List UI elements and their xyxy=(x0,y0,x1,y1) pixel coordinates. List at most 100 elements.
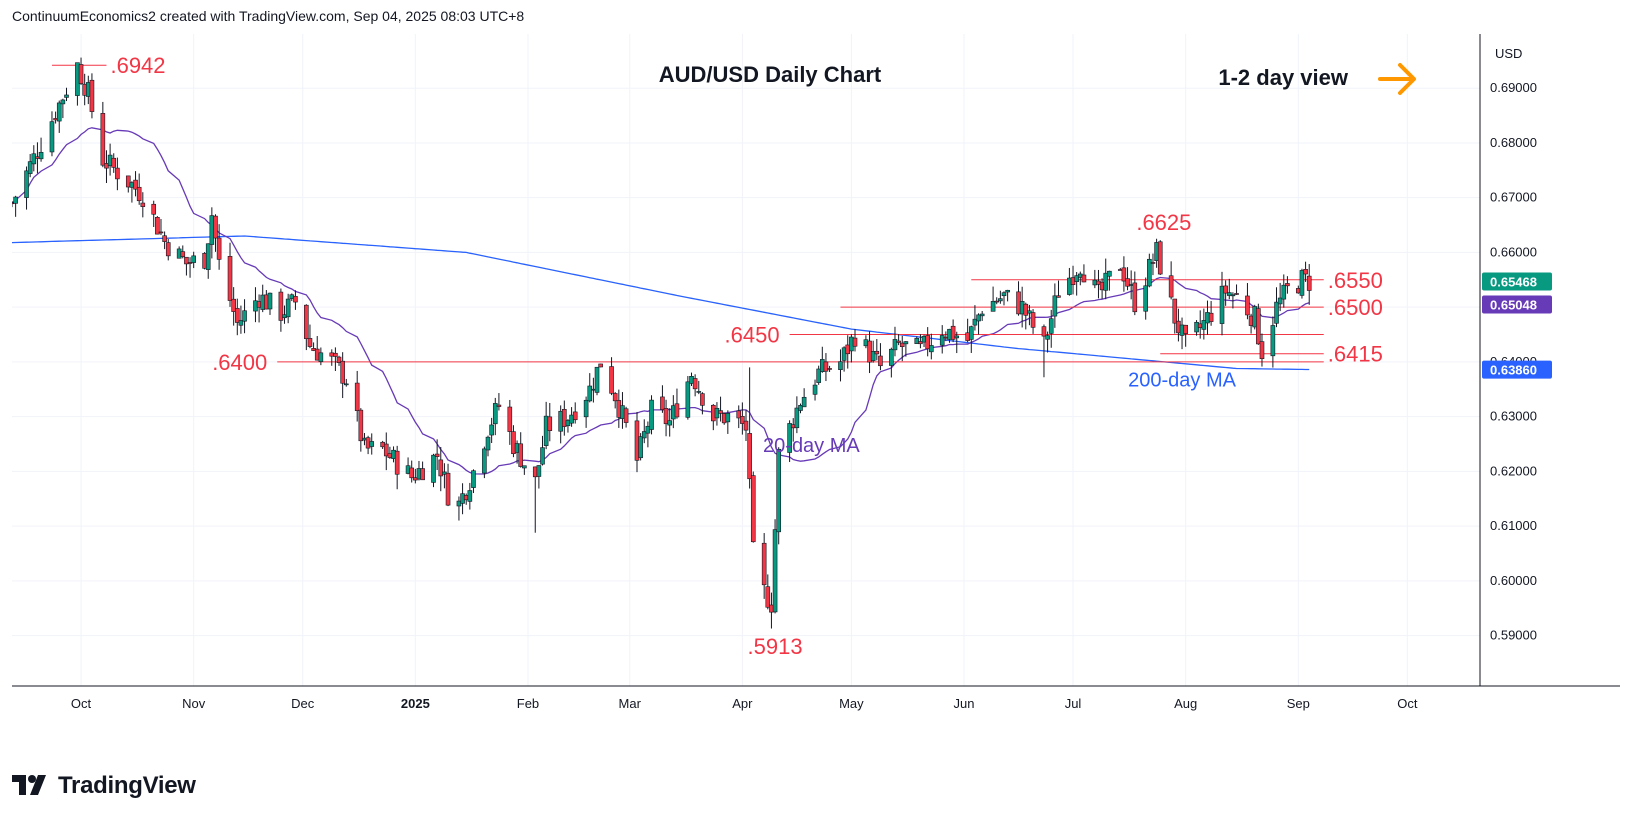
candle-up xyxy=(838,361,843,370)
y-tick-label: 0.69000 xyxy=(1490,80,1537,95)
candle-up xyxy=(64,94,69,98)
candle-down xyxy=(743,420,749,431)
candle-up xyxy=(1005,289,1010,293)
candle-down xyxy=(1172,298,1178,324)
candle-down xyxy=(598,363,603,368)
candle-down xyxy=(340,360,345,384)
candle-down xyxy=(125,175,131,188)
candle-down xyxy=(133,179,138,190)
candle-up xyxy=(587,385,593,402)
price-badge xyxy=(1482,360,1552,379)
chart-area[interactable]: 0.690000.680000.670000.660000.650000.640… xyxy=(9,34,1620,774)
candle-down xyxy=(336,356,342,363)
x-tick-label: Sep xyxy=(1287,696,1310,711)
annotation-label: .5913 xyxy=(748,634,803,659)
candle-down xyxy=(155,217,160,235)
candle-down xyxy=(663,408,669,425)
axes-layer: 0.690000.680000.670000.660000.650000.640… xyxy=(12,34,1620,711)
candle-up xyxy=(776,448,782,533)
candle-down xyxy=(1245,295,1250,316)
candle-down xyxy=(216,237,222,260)
candle-up xyxy=(1074,275,1079,282)
candle-down xyxy=(165,242,171,257)
candle-up xyxy=(685,381,691,418)
candle-up xyxy=(841,347,847,361)
level-label: .6400 xyxy=(212,350,267,375)
candle-up xyxy=(1027,310,1032,314)
candle-up xyxy=(267,292,273,310)
chart-title: AUD/USD Daily Chart xyxy=(659,62,882,87)
x-tick-label: Feb xyxy=(517,696,539,711)
candle-down xyxy=(278,291,284,321)
candle-up xyxy=(968,326,974,340)
candle-down xyxy=(700,393,705,406)
candle-up xyxy=(649,399,654,430)
candle-down xyxy=(507,406,513,432)
candle-up xyxy=(667,420,672,426)
x-tick-label: Nov xyxy=(182,696,206,711)
candle-up xyxy=(594,366,600,393)
candle-down xyxy=(609,366,614,394)
candle-up xyxy=(1052,295,1058,317)
candle-down xyxy=(562,409,567,427)
candle-down xyxy=(852,337,858,347)
candle-up xyxy=(191,255,196,263)
candle-down xyxy=(925,335,930,350)
x-tick-label: Mar xyxy=(619,696,642,711)
candle-down xyxy=(874,350,880,355)
candle-down xyxy=(1259,341,1265,359)
candle-up xyxy=(583,399,589,418)
candle-down xyxy=(740,416,745,424)
candle-down xyxy=(1150,262,1156,264)
candle-down xyxy=(547,416,553,431)
candle-up xyxy=(929,345,934,353)
candle-down xyxy=(765,586,771,608)
candle-up xyxy=(24,170,29,198)
candle-down xyxy=(899,342,905,347)
x-tick-label: Jun xyxy=(954,696,975,711)
price-badge-label: 0.65048 xyxy=(1490,298,1537,313)
candle-up xyxy=(49,121,55,153)
tradingview-logo[interactable]: TradingView xyxy=(12,772,196,800)
x-tick-label: Oct xyxy=(1397,696,1418,711)
candle-up xyxy=(954,335,960,339)
candlestick-chart[interactable]: 0.690000.680000.670000.660000.650000.640… xyxy=(9,34,1620,774)
candle-up xyxy=(1277,297,1283,305)
candle-down xyxy=(394,450,400,475)
candle-up xyxy=(38,151,44,160)
candle-down xyxy=(518,443,524,467)
ma20-line xyxy=(11,127,1310,475)
level-label: .6550 xyxy=(1328,268,1383,293)
y-tick-label: 0.68000 xyxy=(1490,135,1537,150)
candle-up xyxy=(27,161,33,174)
price-badge-label: 0.63860 xyxy=(1490,363,1537,378)
ma200-line xyxy=(11,235,1310,371)
candle-down xyxy=(307,338,313,347)
candle-down xyxy=(1157,241,1163,275)
level-label: .6942 xyxy=(110,53,165,78)
candle-down xyxy=(1256,308,1261,345)
candle-down xyxy=(227,256,233,301)
candle-up xyxy=(939,335,945,346)
candle-down xyxy=(511,431,516,455)
y-tick-label: 0.63000 xyxy=(1490,409,1537,424)
x-tick-label: Jul xyxy=(1065,696,1082,711)
view-horizon-label: 1-2 day view xyxy=(1218,65,1349,90)
tradingview-wordmark: TradingView xyxy=(58,772,196,799)
x-tick-label: Dec xyxy=(291,696,315,711)
candle-up xyxy=(1067,277,1072,295)
annotation-label: .6625 xyxy=(1136,210,1191,235)
candle-down xyxy=(674,403,680,418)
candle-up xyxy=(976,314,981,322)
candle-down xyxy=(213,215,218,239)
candle-up xyxy=(205,243,211,270)
candle-up xyxy=(1048,318,1054,334)
candle-up xyxy=(242,310,247,322)
candle-up xyxy=(772,529,778,613)
candle-up xyxy=(285,298,291,318)
x-tick-label: Aug xyxy=(1174,696,1197,711)
candle-up xyxy=(489,424,494,436)
candle-up xyxy=(540,447,545,465)
level-label: .6500 xyxy=(1328,295,1383,320)
candle-up xyxy=(536,465,542,477)
